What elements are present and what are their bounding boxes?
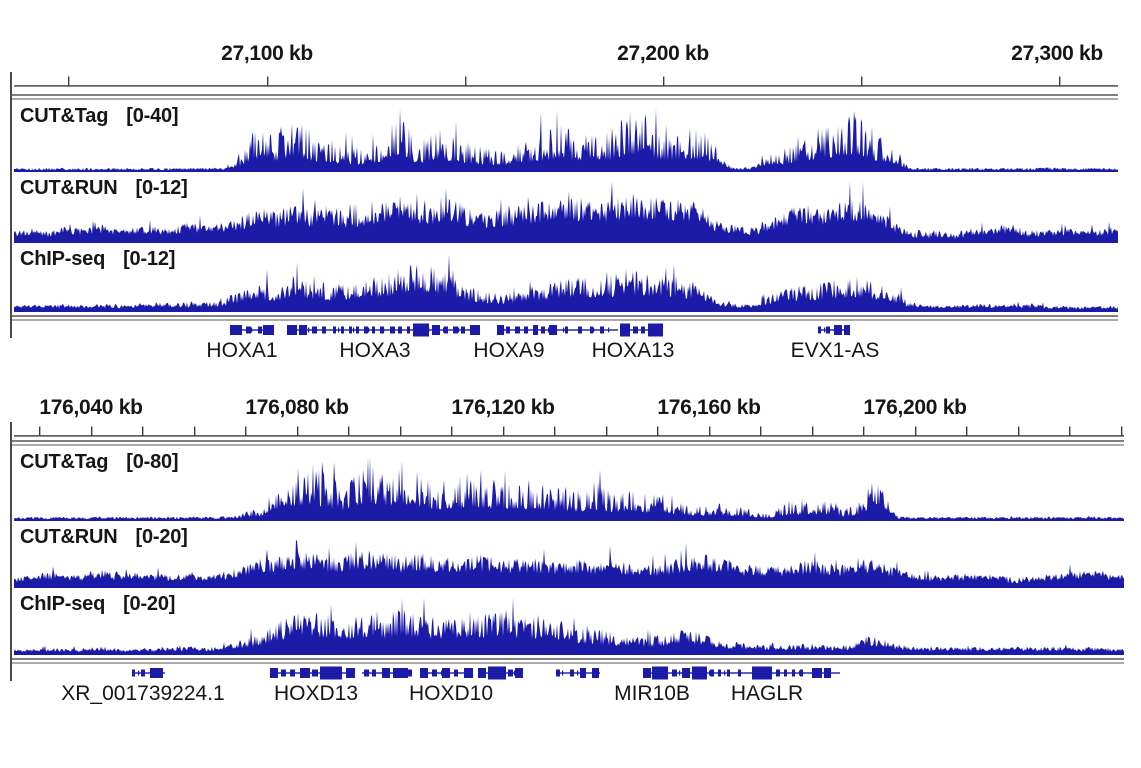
track-label: CUT&Tag [0-80] [20,451,179,474]
signal-histogram [14,181,1118,243]
track-scale-range: [0-40] [126,105,179,127]
track-name: CUT&Tag [20,105,109,127]
genomic-ruler-ticks [14,76,1118,87]
signal-histogram [14,108,1118,172]
hoxa-locus-panel: 27,100 kb 27,200 kb 27,300 kb CUT&Tag [0-40… [0,42,1141,382]
gene-label: HOXD13 [273,682,359,705]
track-chip-seq: ChIP-seq [0-20] [0,588,1141,655]
ruler-tick-label: 27,100 kb [221,42,313,65]
gene-label: MIR10B [614,682,690,705]
gene-label: EVX1-AS [790,339,880,362]
track-scale-range: [0-20] [135,526,188,548]
gene-label: HOXA1 [206,339,278,362]
gene-name-labels: XR_001739224.1 HOXD13 HOXD10 MIR10B HAGLR [0,681,1141,711]
track-label: CUT&RUN [0-12] [20,177,188,200]
hoxd-locus-panel: 176,040 kb 176,080 kb 176,120 kb 176,160 kb… [0,396,1141,726]
track-scale-range: [0-12] [123,248,176,270]
gene-label: HOXA3 [339,339,411,362]
ruler-tick-label: 27,300 kb [1011,42,1103,65]
signal-histogram [14,456,1124,521]
track-name: ChIP-seq [20,248,106,270]
track-label: ChIP-seq [0-12] [20,248,175,271]
ruler-tick-label: 27,200 kb [617,42,709,65]
separator-band [10,440,1124,446]
track-cut-and-tag: CUT&Tag [0-80] [0,446,1141,521]
track-chip-seq: ChIP-seq [0-12] [0,243,1141,312]
ruler-tick-label: 176,120 kb [451,396,555,419]
genomic-ruler-labels: 27,100 kb 27,200 kb 27,300 kb [0,42,1141,70]
gene-models-track [132,666,840,680]
ruler-tick-label: 176,200 kb [863,396,967,419]
gene-label: HOXD10 [408,682,494,705]
genomic-ruler-ticks [14,426,1124,437]
ruler-tick-label: 176,040 kb [39,396,143,419]
track-name: CUT&Tag [20,451,109,473]
track-scale-range: [0-12] [135,177,188,199]
gene-label: HAGLR [730,682,804,705]
track-cut-and-run: CUT&RUN [0-20] [0,521,1141,588]
panel-left-border [10,72,12,338]
track-scale-range: [0-20] [123,593,176,615]
signal-histogram [14,540,1124,588]
track-cut-and-run: CUT&RUN [0-12] [0,172,1141,243]
ruler-tick-label: 176,080 kb [245,396,349,419]
separator-band [10,315,1118,321]
gene-models-track [230,323,850,337]
gene-name-labels: HOXA1 HOXA3 HOXA9 HOXA13 EVX1-AS [0,338,1141,368]
panel-left-border [10,422,12,681]
track-scale-range: [0-80] [126,451,179,473]
track-name: CUT&RUN [20,177,118,199]
signal-histogram [14,597,1124,655]
ruler-tick-label: 176,160 kb [657,396,761,419]
track-cut-and-tag: CUT&Tag [0-40] [0,100,1141,172]
separator-band [10,94,1118,100]
track-label: ChIP-seq [0-20] [20,593,175,616]
signal-histogram [14,254,1118,312]
track-name: CUT&RUN [20,526,118,548]
track-name: ChIP-seq [20,593,106,615]
separator-band [10,658,1124,664]
genomic-ruler-labels: 176,040 kb 176,080 kb 176,120 kb 176,160 kb… [0,396,1141,424]
gene-label: XR_001739224.1 [61,682,225,705]
gene-label: HOXA9 [473,339,545,362]
track-label: CUT&Tag [0-40] [20,105,179,128]
gene-label: HOXA13 [591,339,675,362]
track-label: CUT&RUN [0-20] [20,526,188,549]
